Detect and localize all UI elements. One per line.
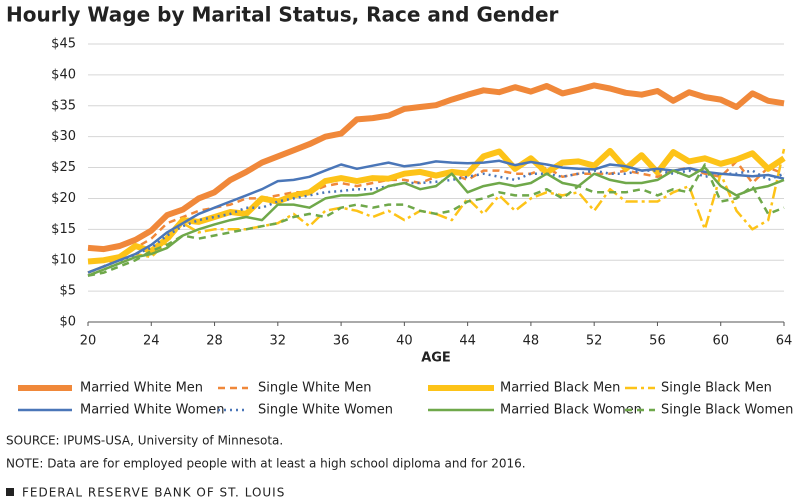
x-tick-label: 48	[523, 334, 540, 349]
x-tick-label: 28	[206, 334, 223, 349]
y-tick-label: $40	[51, 67, 76, 82]
y-tick-label: $35	[51, 98, 76, 113]
series-line	[87, 163, 785, 277]
x-tick-label: 56	[649, 334, 666, 349]
footer: FEDERAL RESERVE BANK OF ST. LOUIS	[22, 486, 285, 500]
y-tick-label: $0	[59, 315, 76, 330]
y-tick-label: $5	[59, 284, 76, 299]
legend-label: Single White Women	[258, 403, 393, 418]
series-line	[87, 169, 785, 277]
x-tick-label: 40	[396, 334, 413, 349]
note: NOTE: Data are for employed people with …	[6, 457, 526, 471]
x-tick-label: 24	[143, 334, 160, 349]
series-line	[87, 147, 786, 265]
x-tick-label: 52	[586, 334, 603, 349]
source: SOURCE: IPUMS-USA, University of Minneso…	[6, 434, 283, 448]
legend-label: Married White Men	[80, 381, 203, 396]
y-tick-label: $20	[51, 191, 76, 206]
legend-label: Single Black Women	[661, 403, 793, 418]
x-tick-label: 64	[776, 334, 793, 349]
chart-title: Hourly Wage by Marital Status, Race and …	[6, 3, 559, 27]
x-tick-label: 32	[270, 334, 287, 349]
y-tick-label: $30	[51, 129, 76, 144]
x-tick-label: 44	[459, 334, 476, 349]
x-tick-label: 60	[712, 334, 729, 349]
series-line	[87, 159, 785, 274]
y-tick-label: $25	[51, 160, 76, 175]
y-tick-label: $15	[51, 222, 76, 237]
legend-label: Married Black Women	[500, 403, 642, 418]
legend-label: Single Black Men	[661, 381, 772, 396]
y-tick-label: $45	[51, 37, 76, 52]
footer-icon	[6, 488, 14, 496]
legend-label: Single White Men	[258, 381, 371, 396]
x-tick-label: 20	[80, 334, 97, 349]
x-tick-label: 36	[333, 334, 350, 349]
series-line	[87, 166, 785, 277]
legend-label: Married Black Men	[500, 381, 620, 396]
legend-label: Married White Women	[80, 403, 225, 418]
y-tick-label: $10	[51, 253, 76, 268]
series-line	[87, 82, 785, 253]
x-axis-label: AGE	[421, 351, 451, 366]
